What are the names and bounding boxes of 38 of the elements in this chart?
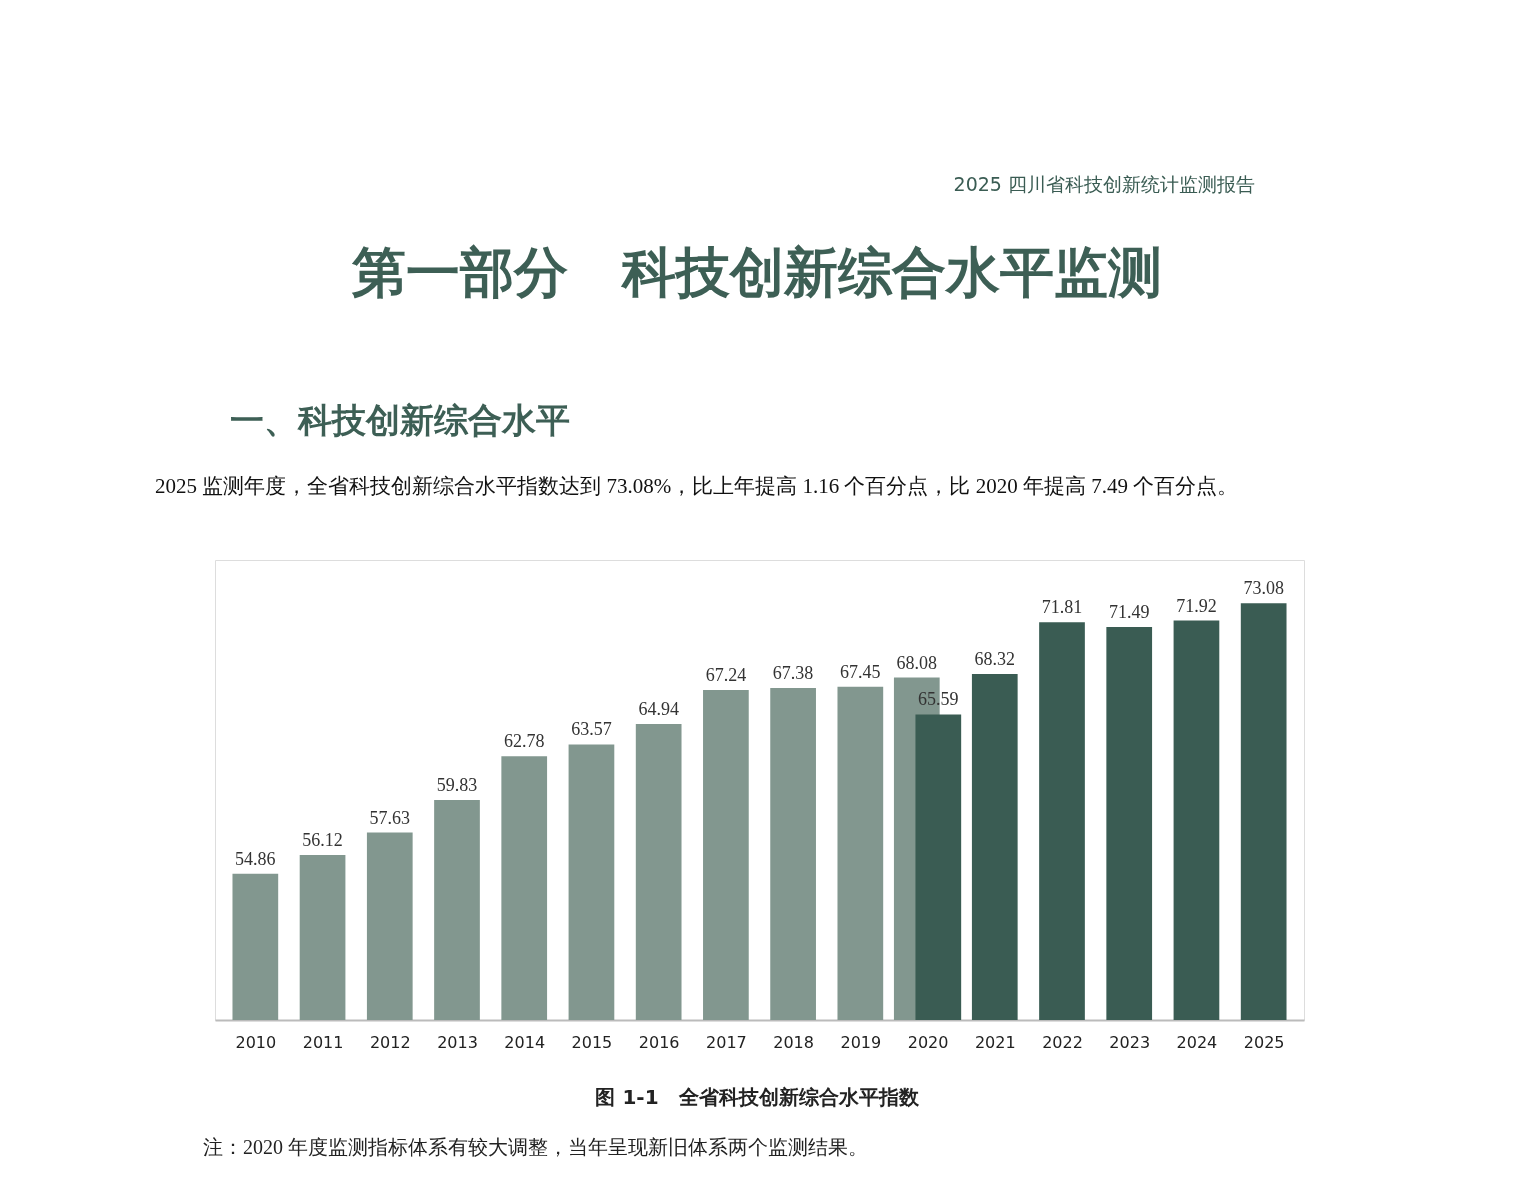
data-label: 71.49 bbox=[1108, 601, 1150, 622]
data-label: 57.63 bbox=[369, 807, 411, 828]
chart-title: 第一部分 科技创新综合水平监测 bbox=[351, 241, 1162, 304]
data-label: 68.32 bbox=[974, 648, 1016, 669]
data-label: 59.83 bbox=[436, 774, 478, 795]
caption: 图 1-1 全省科技创新综合水平指数 bbox=[595, 1085, 920, 1109]
x-tick-label: 2023 bbox=[1109, 1032, 1151, 1052]
data-label: 71.81 bbox=[1041, 597, 1083, 618]
data-label: 68.08 bbox=[896, 652, 938, 673]
x-tick-label: 2013 bbox=[437, 1032, 478, 1052]
data-label: 71.92 bbox=[1176, 595, 1217, 616]
x-tick-label: 2016 bbox=[638, 1032, 680, 1052]
x-tick-label: 2020 bbox=[907, 1032, 949, 1052]
data-label: 73.08 bbox=[1243, 578, 1284, 599]
x-tick-label: 2012 bbox=[369, 1032, 411, 1052]
data-label: 62.78 bbox=[503, 731, 545, 752]
x-tick-label: 2014 bbox=[504, 1032, 546, 1052]
x-tick-label: 2015 bbox=[571, 1032, 613, 1052]
data-label: 54.86 bbox=[235, 848, 276, 869]
chart-subtitle: 一、科技创新综合水平 bbox=[230, 400, 570, 440]
text: 注：2020 年度监测指标体系有较大调整，当年呈现新旧体系两个监测结果。 bbox=[203, 1136, 868, 1158]
text: 2025 监测年度，全省科技创新综合水平指数达到 73.08%，比上年提高 1.16 个百分点，比 2020 年提高 7.49 个百分点。 bbox=[155, 474, 1239, 498]
x-tick-label: 2021 bbox=[974, 1032, 1016, 1052]
x-tick-label: 2025 bbox=[1243, 1032, 1285, 1052]
data-label: 56.12 bbox=[302, 829, 343, 850]
data-label: 67.45 bbox=[840, 661, 881, 682]
x-tick-label: 2017 bbox=[706, 1032, 747, 1052]
x-tick-label: 2019 bbox=[840, 1032, 882, 1052]
x-tick-label: 2011 bbox=[302, 1032, 344, 1052]
data-label: 63.57 bbox=[571, 719, 612, 740]
x-tick-label: 2022 bbox=[1042, 1032, 1083, 1052]
x-tick-label: 2018 bbox=[773, 1032, 814, 1052]
data-label: 67.38 bbox=[772, 662, 814, 683]
data-label: 67.24 bbox=[705, 664, 747, 685]
text: 2025 四川省科技创新统计监测报告 bbox=[953, 173, 1255, 195]
x-tick-label: 2010 bbox=[235, 1032, 277, 1052]
data-label: 64.94 bbox=[638, 699, 679, 720]
x-tick-label: 2024 bbox=[1176, 1032, 1218, 1052]
